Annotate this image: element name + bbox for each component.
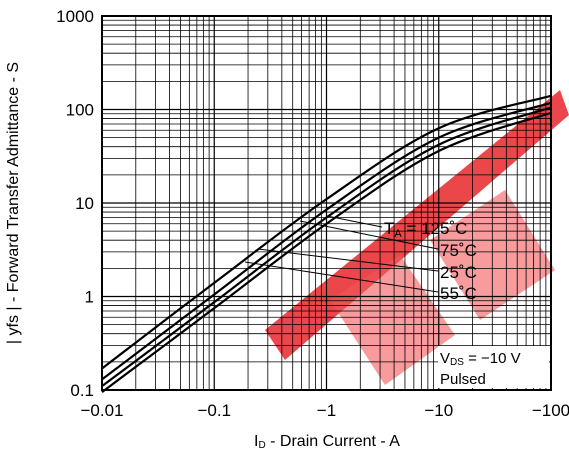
y-tick-label: 1	[85, 288, 94, 307]
x-tick-label: −0.1	[197, 401, 231, 420]
y-axis-title: | yfs | - Forward Transfer Admittance - …	[5, 62, 22, 344]
x-tick-label: −10	[424, 401, 453, 420]
y-tick-label: 0.1	[70, 381, 94, 400]
label-25: 25˚C	[440, 263, 477, 282]
leader-75	[299, 220, 439, 250]
label-75: 75˚C	[440, 241, 477, 260]
x-axis-title: ID - Drain Current - A	[254, 433, 400, 451]
label-leader-lines	[244, 215, 439, 293]
label-ta-125: TA = 125˚C	[384, 219, 467, 240]
y-tick-label: 100	[66, 101, 94, 120]
x-tick-label: −0.01	[80, 401, 123, 420]
y-tick-label: 1000	[56, 7, 94, 26]
series-line-1	[101, 106, 552, 388]
watermark-stroke-1	[265, 90, 569, 360]
leader-125	[326, 215, 383, 228]
x-tick-label: −100	[532, 401, 569, 420]
y-axis-tick-labels: 0.1 1 10 100 1000	[56, 7, 94, 400]
plot-area-frame	[101, 15, 552, 391]
series-line-0	[101, 111, 552, 393]
x-axis-tick-labels: −0.01 −0.1 −1 −10 −100	[80, 401, 569, 420]
y-tick-label: 10	[75, 194, 94, 213]
label-55: 55˚C	[440, 284, 477, 303]
condition-vds: VDS = −10 V	[440, 350, 521, 368]
watermark-stroke-2	[330, 255, 455, 385]
leader-55	[244, 261, 439, 293]
conditions-box-bg	[438, 346, 549, 388]
condition-pulsed: Pulsed	[440, 371, 486, 388]
series-line-2	[101, 101, 552, 381]
x-tick-label: −1	[317, 401, 336, 420]
series-curves	[101, 94, 552, 393]
series-line-3	[101, 94, 552, 370]
leader-25	[257, 248, 439, 272]
